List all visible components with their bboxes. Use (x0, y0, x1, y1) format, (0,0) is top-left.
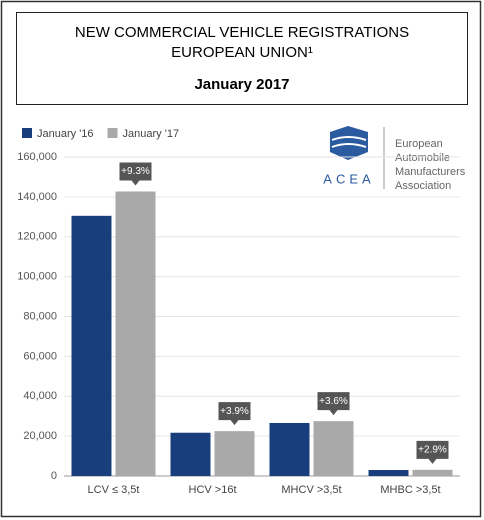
change-callout (317, 392, 350, 416)
change-label: +3.9% (220, 406, 249, 417)
legend-swatch (107, 128, 118, 138)
bar (170, 432, 211, 476)
logo-name: Manufacturers (395, 166, 466, 178)
y-tick-label: 100,000 (17, 271, 57, 283)
title-line: NEW COMMERCIAL VEHICLE REGISTRATIONS (75, 24, 409, 41)
title-line: EUROPEAN UNION¹ (171, 44, 313, 61)
logo-icon-stripes (331, 136, 367, 148)
x-tick-label: HCV >16t (189, 484, 237, 496)
subtitle: January 2017 (194, 76, 289, 93)
logo-name: Automobile (395, 152, 450, 164)
y-tick-label: 40,000 (23, 390, 57, 402)
x-tick-label: LCV ≤ 3,5t (88, 484, 140, 496)
bar (368, 470, 409, 476)
bar (71, 215, 112, 477)
change-label: +9.3% (121, 166, 150, 177)
y-tick-label: 20,000 (23, 430, 57, 442)
y-tick-label: 60,000 (23, 350, 57, 362)
change-callout (218, 402, 251, 426)
bar (269, 422, 310, 476)
change-callout (416, 440, 449, 464)
logo: ACEA European Automobile Manufacturers A… (323, 126, 466, 192)
bar (412, 469, 453, 476)
x-tick-label: MHCV >3,5t (281, 484, 341, 496)
y-tick-label: 0 (51, 470, 57, 482)
x-tick-label: MHBC >3,5t (380, 484, 440, 496)
logo-name: European (395, 138, 443, 150)
logo-name: Association (395, 180, 451, 192)
title-box (16, 12, 468, 105)
change-label: +3.6% (319, 396, 348, 407)
bar (115, 191, 156, 476)
y-tick-label: 140,000 (17, 191, 57, 203)
legend-swatch (22, 128, 32, 138)
legend-label: January '16 (37, 128, 94, 140)
y-tick-label: 160,000 (17, 151, 57, 163)
y-tick-label: 80,000 (23, 310, 57, 322)
change-label: +2.9% (418, 444, 447, 455)
change-callout (119, 162, 152, 186)
bar (214, 431, 255, 476)
bar (313, 421, 354, 476)
legend-label: January '17 (123, 128, 180, 140)
logo-icon (330, 126, 368, 160)
logo-acronym: ACEA (323, 171, 374, 186)
y-tick-label: 120,000 (17, 231, 57, 243)
